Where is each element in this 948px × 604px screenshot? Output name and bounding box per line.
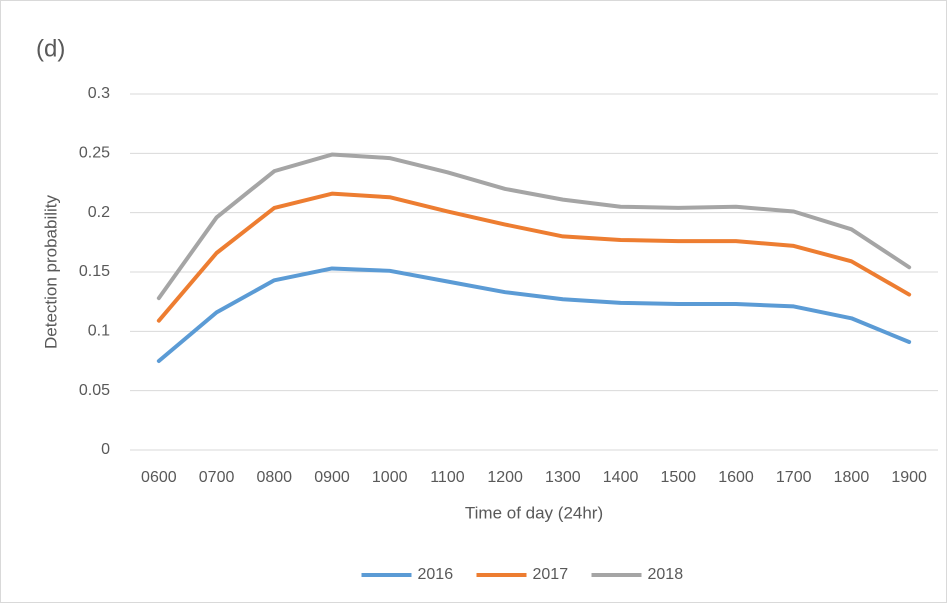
- x-tick-label: 1600: [718, 469, 754, 486]
- x-tick-label: 1700: [776, 469, 812, 486]
- x-tick-label: 1800: [834, 469, 870, 486]
- series-line: [156, 191, 912, 323]
- y-tick-label: 0: [101, 441, 110, 458]
- x-tick-label: 1300: [545, 469, 581, 486]
- y-tick-label: 0.2: [88, 204, 110, 221]
- x-tick-label: 0900: [314, 469, 350, 486]
- x-tick-label: 0600: [141, 469, 177, 486]
- x-tick-label: 0800: [256, 469, 292, 486]
- series-line: [156, 152, 912, 301]
- x-tick-label: 1100: [430, 469, 465, 486]
- chart-title: (d): [36, 35, 65, 62]
- y-tick-label: 0.1: [88, 323, 110, 340]
- x-tick-label: 0700: [199, 469, 235, 486]
- y-tick-label: 0.15: [79, 263, 110, 280]
- series-line: [156, 266, 912, 363]
- x-tick-label: 1000: [372, 469, 408, 486]
- y-tick-label: 0.3: [88, 85, 110, 102]
- legend-label: 2017: [533, 566, 569, 583]
- y-axis-label: Detection probability: [41, 194, 60, 349]
- x-tick-label: 1500: [660, 469, 696, 486]
- y-tick-label: 0.25: [79, 145, 110, 162]
- y-tick-label: 0.05: [79, 382, 110, 399]
- x-axis-label: Time of day (24hr): [465, 503, 603, 522]
- legend-label: 2016: [418, 566, 454, 583]
- x-tick-label: 1200: [487, 469, 523, 486]
- x-tick-label: 1400: [603, 469, 639, 486]
- x-tick-label: 1900: [891, 469, 927, 486]
- legend-label: 2018: [648, 566, 684, 583]
